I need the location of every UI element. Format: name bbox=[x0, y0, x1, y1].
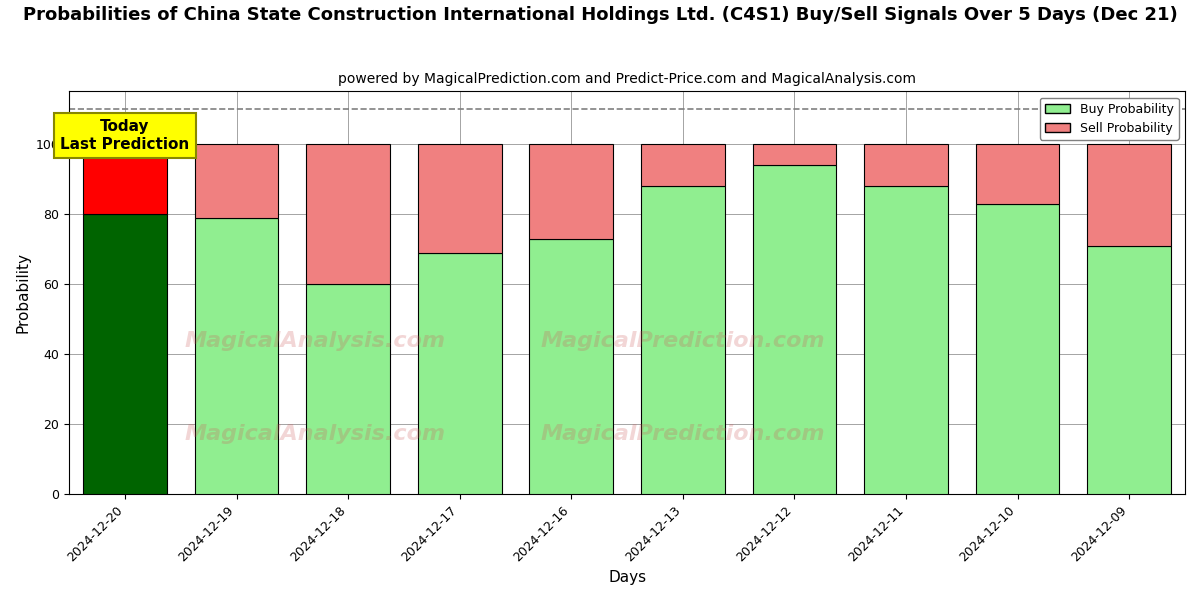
Text: MagicalPrediction.com: MagicalPrediction.com bbox=[541, 331, 826, 351]
Title: powered by MagicalPrediction.com and Predict-Price.com and MagicalAnalysis.com: powered by MagicalPrediction.com and Pre… bbox=[338, 72, 916, 86]
Bar bbox=[529, 144, 613, 239]
Text: Today
Last Prediction: Today Last Prediction bbox=[60, 119, 190, 152]
Y-axis label: Probability: Probability bbox=[16, 253, 30, 334]
Bar bbox=[1087, 144, 1171, 245]
Text: MagicalAnalysis.com: MagicalAnalysis.com bbox=[184, 331, 445, 351]
Bar bbox=[418, 144, 502, 253]
Text: Probabilities of China State Construction International Holdings Ltd. (C4S1) Buy: Probabilities of China State Constructio… bbox=[23, 6, 1177, 24]
Bar bbox=[83, 214, 167, 494]
Bar bbox=[752, 144, 836, 165]
Bar bbox=[641, 144, 725, 186]
Bar bbox=[306, 144, 390, 284]
Text: MagicalPrediction.com: MagicalPrediction.com bbox=[541, 424, 826, 444]
Bar bbox=[306, 284, 390, 494]
X-axis label: Days: Days bbox=[608, 570, 646, 585]
Bar bbox=[752, 165, 836, 494]
Bar bbox=[864, 144, 948, 186]
Legend: Buy Probability, Sell Probability: Buy Probability, Sell Probability bbox=[1040, 98, 1178, 140]
Text: MagicalAnalysis.com: MagicalAnalysis.com bbox=[184, 424, 445, 444]
Bar bbox=[976, 203, 1060, 494]
Bar bbox=[194, 144, 278, 218]
Bar bbox=[529, 239, 613, 494]
Bar bbox=[418, 253, 502, 494]
Bar bbox=[1087, 245, 1171, 494]
Bar bbox=[83, 144, 167, 214]
Bar bbox=[976, 144, 1060, 203]
Bar bbox=[864, 186, 948, 494]
Bar bbox=[641, 186, 725, 494]
Bar bbox=[194, 218, 278, 494]
